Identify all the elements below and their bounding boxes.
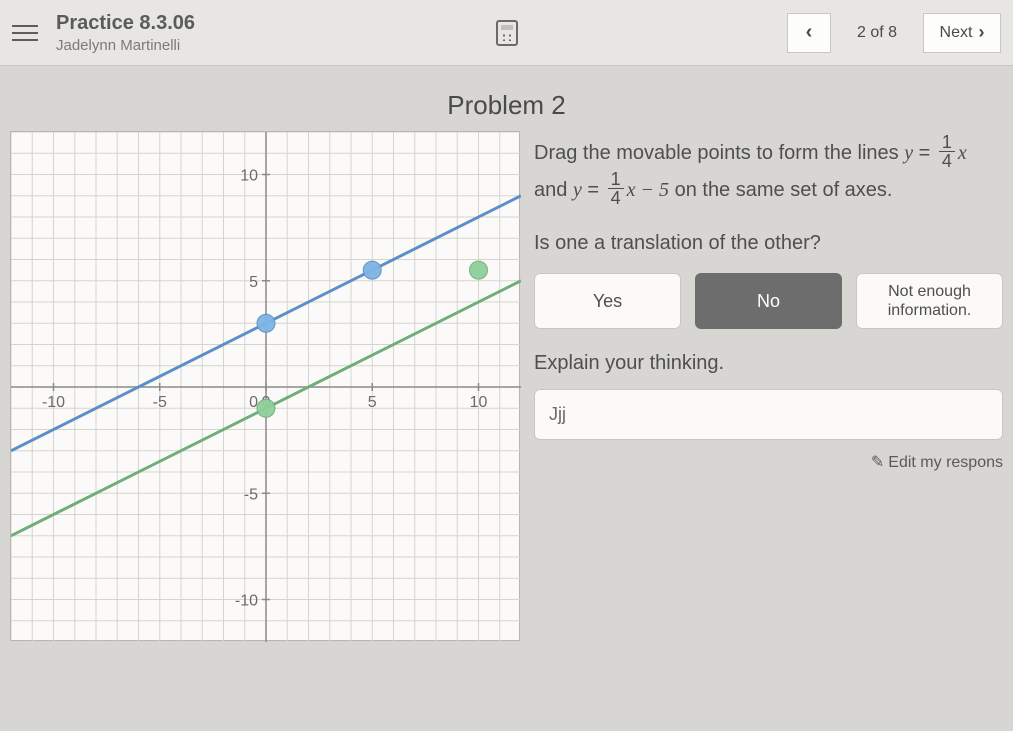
prev-button[interactable]: ‹ <box>787 13 831 53</box>
eq1-y: y <box>904 142 913 164</box>
progress-label: 2 of 8 <box>839 13 915 53</box>
choice-no[interactable]: No <box>695 273 842 329</box>
question-panel: Drag the movable points to form the line… <box>534 131 1003 475</box>
eq2-num: 1 <box>608 170 624 189</box>
choice-not-enough[interactable]: Not enough information. <box>856 273 1003 329</box>
eq1-den: 4 <box>939 152 955 170</box>
edit-response-link[interactable]: ✎Edit my respons <box>534 450 1003 476</box>
nav-group: ‹ 2 of 8 Next › <box>787 13 1001 53</box>
chevron-right-icon: › <box>978 22 984 43</box>
graph-svg[interactable]: -10-50510-10-55100 <box>11 132 521 642</box>
eq2-den: 4 <box>608 189 624 207</box>
eq1-eq: = <box>913 142 936 164</box>
and-text: and <box>534 179 573 201</box>
problem-title: Problem 2 <box>0 66 1013 131</box>
instr-post: on the same set of axes. <box>675 179 893 201</box>
eq2-eq: = <box>582 179 605 201</box>
svg-text:-10: -10 <box>42 394 65 411</box>
svg-text:5: 5 <box>368 394 377 411</box>
pencil-icon: ✎ <box>871 450 884 476</box>
explain-label: Explain your thinking. <box>534 347 1003 379</box>
eq2-fraction: 14 <box>608 170 624 207</box>
svg-text:-10: -10 <box>235 593 258 610</box>
instruction-text: Drag the movable points to form the line… <box>534 135 1003 209</box>
eq1-fraction: 14 <box>939 133 955 170</box>
instr-pre: Drag the movable points to form the line… <box>534 142 904 164</box>
eq1-x: x <box>958 142 967 164</box>
graph-panel: -10-50510-10-55100 <box>10 131 520 641</box>
eq2-x: x − 5 <box>627 179 669 201</box>
choice-group: Yes No Not enough information. <box>534 273 1003 329</box>
practice-title: Practice 8.3.06 <box>56 12 195 35</box>
explain-input[interactable]: Jjj <box>534 389 1003 440</box>
svg-text:-5: -5 <box>153 394 167 411</box>
title-block: Practice 8.3.06 Jadelynn Martinelli <box>56 12 195 54</box>
coordinate-graph[interactable]: -10-50510-10-55100 <box>10 131 520 641</box>
eq2-y: y <box>573 179 582 201</box>
svg-text:-5: -5 <box>244 486 258 503</box>
next-button[interactable]: Next › <box>923 13 1001 53</box>
content: Problem 2 -10-50510-10-55100 Drag the mo… <box>0 66 1013 641</box>
top-bar: Practice 8.3.06 Jadelynn Martinelli ‹ 2 … <box>0 0 1013 66</box>
next-label: Next <box>940 24 973 42</box>
choice-yes[interactable]: Yes <box>534 273 681 329</box>
question-text: Is one a translation of the other? <box>534 227 1003 259</box>
student-name: Jadelynn Martinelli <box>56 37 195 54</box>
edit-label: Edit my respons <box>888 454 1003 471</box>
menu-icon[interactable] <box>12 20 38 46</box>
svg-text:5: 5 <box>249 274 258 291</box>
eq1-num: 1 <box>939 133 955 152</box>
svg-text:10: 10 <box>240 168 258 185</box>
calculator-icon[interactable] <box>496 20 518 46</box>
svg-text:10: 10 <box>470 394 488 411</box>
